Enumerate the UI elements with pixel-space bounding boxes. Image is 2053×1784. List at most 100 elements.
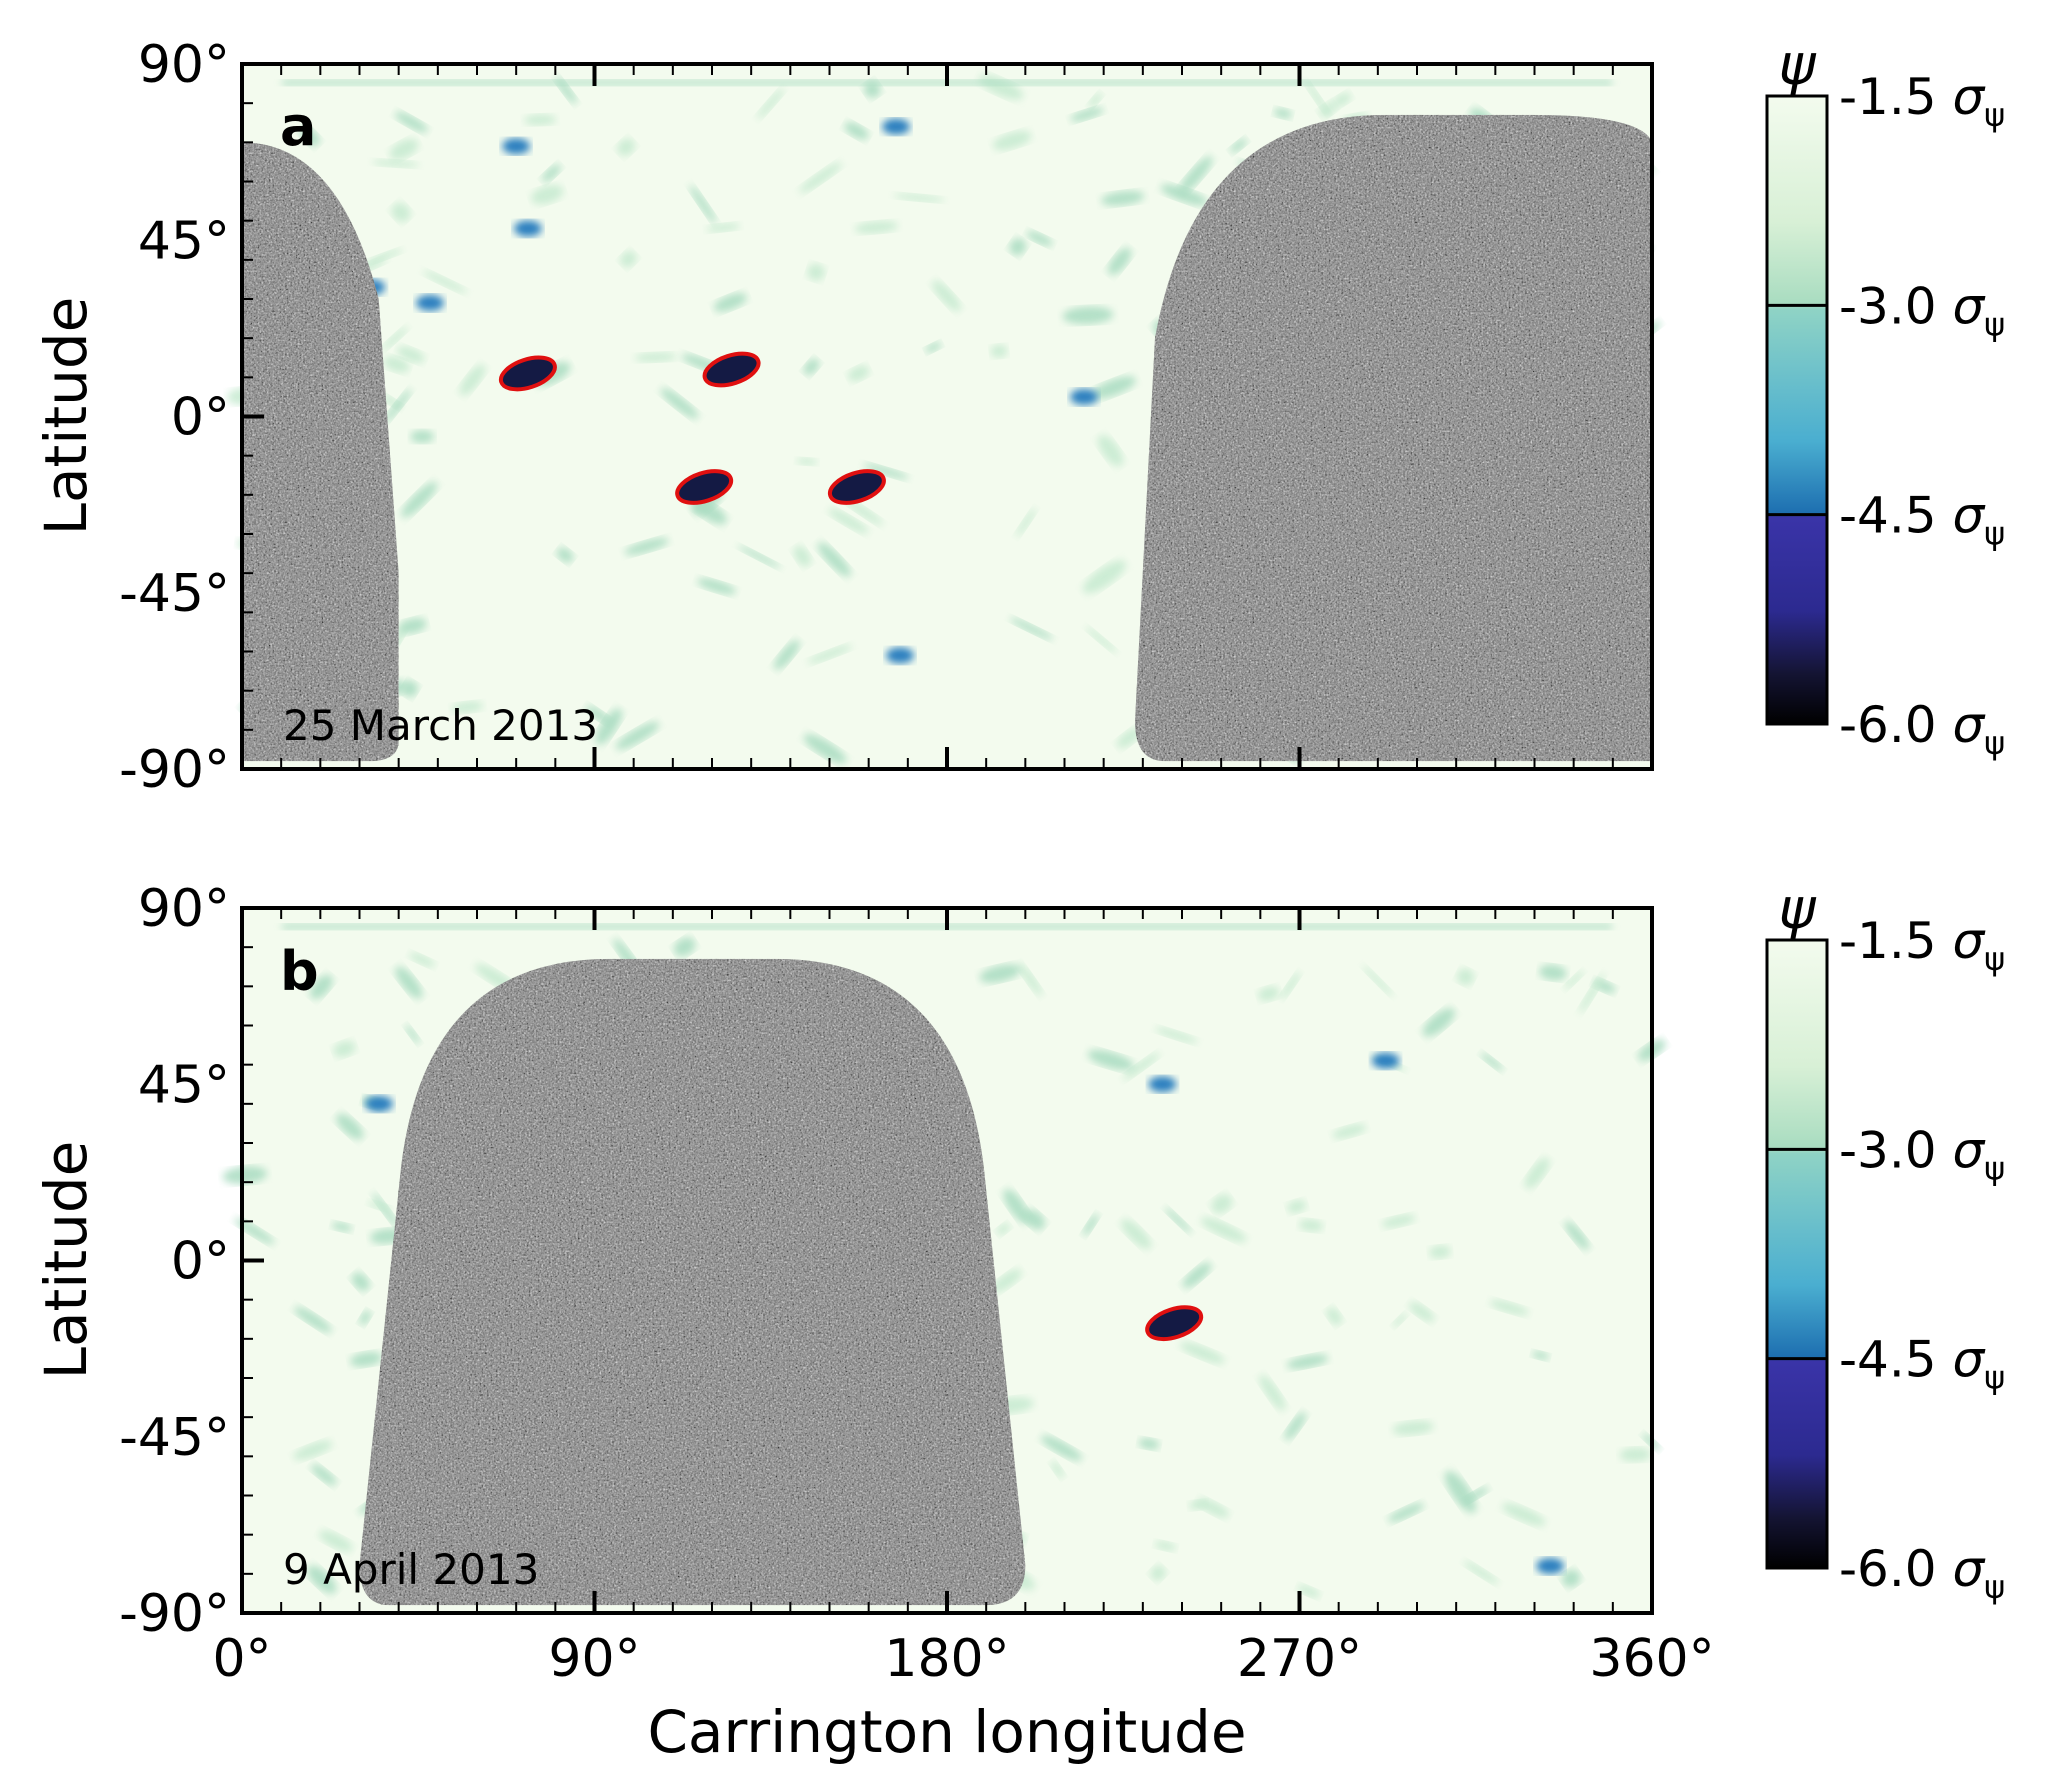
field-patch [1015,507,1037,537]
contour-region [702,351,761,388]
field-patch [541,164,561,183]
field-patch [556,547,574,563]
y-tick-label: 45° [138,211,230,271]
field-patch [1116,727,1142,749]
blue-patch [502,138,531,155]
x-tick-label: 360° [1589,1629,1714,1689]
field-patch [294,1306,332,1333]
field-patch [451,701,484,713]
field-patch [620,250,637,268]
field-patch [1257,986,1280,1002]
field-patch [1091,376,1136,399]
field-patch [1444,1470,1477,1513]
panel-b-date: 9 April 2013 [283,1545,539,1594]
field-patch [1456,968,1475,986]
x-tick-label: 270° [1237,1629,1362,1689]
field-patch [793,545,812,567]
field-patch [713,293,747,312]
field-patch [1138,1438,1160,1450]
field-patch [1188,1500,1208,1510]
field-patch [1085,626,1118,654]
field-patch [854,221,899,234]
field-patch [673,937,696,957]
field-patch [803,734,847,764]
field-patch [1154,1541,1177,1551]
y-tick-label: 90° [138,35,230,95]
colorbar-tick-label: -4.5 σψ [1839,487,2005,553]
field-patch [1539,964,1567,981]
field-patch [847,365,870,382]
field-patch [531,184,564,205]
field-patch [404,1024,420,1045]
field-patch [351,1272,370,1292]
field-patch [893,193,945,202]
field-patch [1009,238,1027,256]
field-patch [1392,1420,1434,1436]
field-patch [1480,1052,1504,1072]
field-patch [697,578,737,595]
panel-a-contours [498,351,886,505]
blue-patch [1148,1076,1177,1093]
colorbar-tick-label: -3.0 σψ [1839,1121,2005,1187]
field-patch [1040,1435,1083,1461]
blue-patch [365,1095,394,1112]
field-patch [1501,1503,1546,1526]
field-patch [1332,92,1352,108]
magnetogram-texture [359,958,1026,1606]
field-patch [807,644,853,664]
colorbar-tick-label: -6.0 σψ [1839,696,2005,762]
contour-region [675,469,734,505]
field-patch [367,1200,392,1212]
y-tick-label: -45° [119,564,230,624]
x-axis-label: Carrington longitude [647,1698,1246,1766]
colorbar-tick-label: -1.5 σψ [1839,68,2005,134]
field-patch [617,138,636,156]
field-patch [1229,138,1248,154]
colorbar-symbol: ψ [1779,33,1817,98]
field-patch [1003,1188,1030,1224]
colorbar-symbol: ψ [1779,877,1817,942]
field-patch [459,364,486,396]
field-patch [1211,1194,1233,1214]
blue-patch [416,294,444,311]
y-tick-label: 0° [171,388,230,448]
field-patch [689,184,717,224]
colorbar-gradient [1765,938,1829,1570]
field-patch [422,270,468,294]
field-patch [1097,434,1124,467]
field-patch [1122,1052,1160,1080]
field-patch [336,1113,364,1140]
field-patch [1070,107,1104,122]
field-patch [979,964,1022,983]
field-patch [595,708,623,745]
panel-b: b 9 April 2013 90° 45° 0° -45° -90° Latitude [32,879,1666,1644]
field-patch [307,1565,337,1594]
y-tick-label: -90° [119,1584,230,1644]
field-patch [1297,1584,1321,1598]
magnetogram-texture [1135,114,1652,762]
field-patch [863,463,909,480]
field-patch [1298,1219,1324,1232]
field-patch [381,326,409,351]
panel-a-ticks [240,62,1654,771]
contour-region [827,469,886,505]
field-patch [371,159,420,168]
x-tick-label: 90° [548,1629,640,1689]
x-tick-label: 0° [212,1629,271,1689]
field-patch [925,342,942,353]
field-patch [799,162,843,194]
contour-region [498,355,557,392]
field-patch [319,1530,353,1552]
field-patch [996,1222,1011,1236]
blue-patch [513,220,542,237]
field-patch [1164,1207,1192,1234]
field-patch [1273,108,1293,119]
field-patch [402,680,419,698]
field-patch [383,388,412,424]
panel-a-date: 25 March 2013 [283,701,598,750]
colorbar-tick-label: -1.5 σψ [1839,912,2005,978]
field-patch [331,1222,353,1232]
field-patch [990,344,1008,358]
colorbar-a: ψ -1.5 σψ -3.0 σψ -4.5 σψ -6.0 σψ [1765,33,2005,762]
field-patch [391,202,411,223]
